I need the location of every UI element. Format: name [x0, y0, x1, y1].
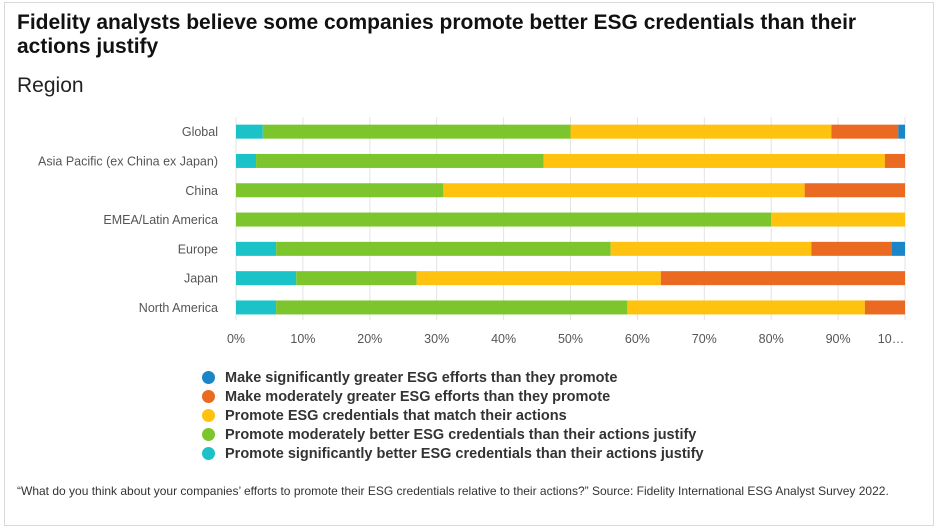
category-labels: Global Asia Pacific (ex China ex Japan) Ch… [38, 125, 218, 315]
legend-label: Make moderately greater ESG efforts than… [225, 388, 611, 405]
legend-swatch [202, 409, 215, 422]
x-tick-label: 50% [558, 332, 583, 346]
bar-segment [627, 300, 865, 315]
category-label: Asia Pacific (ex China ex Japan) [38, 154, 218, 168]
legend-item[interactable]: Promote significantly better ESG credent… [202, 444, 704, 463]
legend-item[interactable]: Make significantly greater ESG efforts t… [202, 368, 704, 387]
legend-label: Promote ESG credentials that match their… [225, 407, 567, 424]
legend: Make significantly greater ESG efforts t… [202, 368, 704, 463]
legend-item[interactable]: Promote ESG credentials that match their… [202, 406, 704, 425]
legend-label: Promote moderately better ESG credential… [225, 426, 697, 443]
chart-subtitle: Region [17, 74, 84, 97]
legend-label: Promote significantly better ESG credent… [225, 445, 704, 462]
bar-segment [771, 212, 905, 227]
category-label: EMEA/Latin America [103, 213, 218, 227]
x-tick-label: 40% [491, 332, 516, 346]
bar-segment [864, 300, 905, 315]
chart-title: Fidelity analysts believe some companies… [17, 11, 857, 58]
x-tick-label: 30% [424, 332, 449, 346]
bar-segment [276, 300, 628, 315]
bar-segment [236, 124, 263, 139]
x-tick-label: 70% [692, 332, 717, 346]
x-tick-label: 20% [357, 332, 382, 346]
legend-swatch [202, 371, 215, 384]
bar-segment [660, 271, 905, 286]
bar-segment [543, 153, 885, 168]
bar-segment [236, 183, 444, 198]
bar-segment [898, 124, 905, 139]
x-tick-label: 90% [826, 332, 851, 346]
stacked-bar-chart: Global Asia Pacific (ex China ex Japan) Ch… [38, 117, 906, 346]
legend-item[interactable]: Promote moderately better ESG credential… [202, 425, 704, 444]
bar-segment [416, 271, 661, 286]
x-tick-label: 80% [759, 332, 784, 346]
source-footnote: “What do you think about your companies’… [17, 484, 889, 498]
bar-segment [262, 124, 571, 139]
x-tick-labels: 0% 10% 20% 30% 40% 50% 60% 70% 80% 90% 10… [227, 332, 904, 346]
category-label: Europe [178, 242, 218, 256]
legend-swatch [202, 447, 215, 460]
bar-segment [296, 271, 417, 286]
bar-segment [236, 153, 257, 168]
category-label: China [185, 184, 218, 198]
x-tick-label: 0% [227, 332, 245, 346]
bar-segment [236, 300, 277, 315]
x-tick-label: 60% [625, 332, 650, 346]
bar-segment [236, 212, 772, 227]
chart-frame [4, 2, 934, 526]
legend-label: Make significantly greater ESG efforts t… [225, 369, 618, 386]
bar-segment [891, 241, 905, 256]
x-tick-label: 10… [878, 332, 904, 346]
bar-segment [884, 153, 905, 168]
bar-segment [570, 124, 832, 139]
category-label: Japan [184, 272, 218, 286]
bar-segment [811, 241, 892, 256]
bar-segment [236, 271, 297, 286]
x-tick-label: 10% [290, 332, 315, 346]
bar-segment [610, 241, 812, 256]
bar-segment [804, 183, 905, 198]
bar-segment [443, 183, 805, 198]
legend-item[interactable]: Make moderately greater ESG efforts than… [202, 387, 704, 406]
legend-swatch [202, 428, 215, 441]
category-label: North America [139, 301, 218, 315]
bars [236, 124, 905, 315]
category-label: Global [182, 125, 218, 139]
bar-segment [236, 241, 277, 256]
bar-segment [276, 241, 611, 256]
bar-segment [831, 124, 899, 139]
legend-swatch [202, 390, 215, 403]
bar-segment [256, 153, 544, 168]
